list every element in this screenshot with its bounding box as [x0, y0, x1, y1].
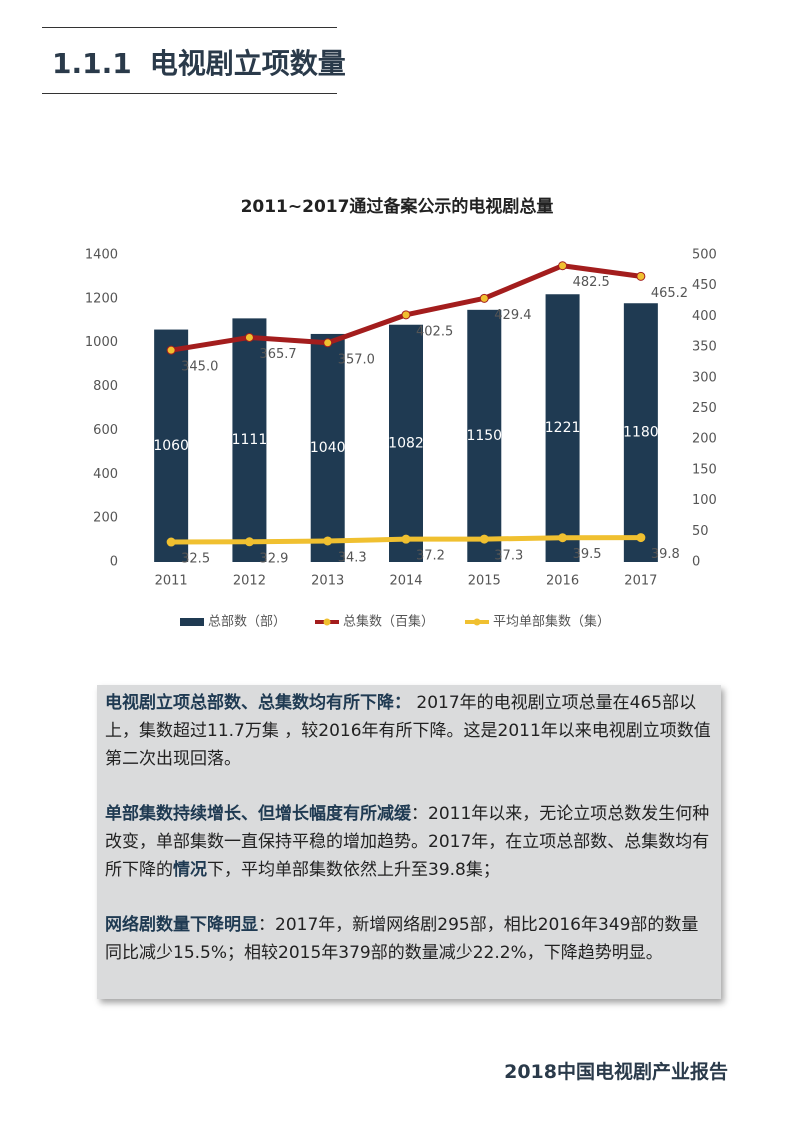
- text: 下，平均单部集数依然上升至39.8集；: [207, 860, 500, 880]
- line-marker: [323, 338, 333, 348]
- y2-tick-label: 300: [692, 370, 717, 385]
- x-tick-label: 2015: [468, 574, 501, 589]
- legend-swatch: [180, 618, 204, 626]
- line-value-label: 365.7: [259, 347, 296, 362]
- line-value-label: 482.5: [573, 275, 610, 290]
- bar: [232, 318, 267, 562]
- text: 2017年的电视剧立项总量在465部以上，集数超过11.7万集 ，较2016年有…: [105, 693, 711, 769]
- y2-tick-label: 450: [692, 278, 717, 293]
- line-marker: [401, 534, 411, 544]
- header-rule: [42, 27, 337, 28]
- line-value-label: 345.0: [181, 360, 218, 375]
- x-tick-label: 2017: [624, 574, 657, 589]
- legend-label: 平均单部集数（集）: [493, 614, 610, 630]
- legend-marker: [323, 618, 331, 626]
- line-value-label: 34.3: [338, 550, 367, 565]
- line-marker: [636, 533, 646, 543]
- bar-value-label: 1082: [388, 435, 424, 451]
- y-tick-label: 1200: [85, 291, 118, 306]
- bar-value-label: 1111: [232, 432, 268, 448]
- line-value-label: 32.9: [259, 551, 288, 566]
- x-tick-label: 2011: [155, 574, 188, 589]
- line-marker: [479, 534, 489, 544]
- chart-title: 2011~2017通过备案公示的电视剧总量: [241, 196, 554, 217]
- paragraph: 单部集数持续增长、但增长幅度有所减缓：2011年以来，无论立项总数发生何种改变，…: [105, 800, 713, 884]
- line-value-label: 357.0: [338, 352, 375, 367]
- x-tick-label: 2013: [311, 574, 344, 589]
- line-marker: [166, 345, 176, 355]
- bar-value-label: 1221: [545, 420, 581, 436]
- bar: [623, 303, 658, 562]
- line-value-label: 465.2: [651, 286, 688, 301]
- legend-label: 总部数（部）: [208, 615, 286, 630]
- x-tick-label: 2012: [233, 574, 266, 589]
- line-marker: [479, 293, 489, 303]
- bar-value-label: 1150: [466, 428, 502, 444]
- section-title: 电视剧立项数量: [149, 47, 346, 80]
- text: ：2011年以来，无论立项总数发生何种改变，单部集数一直保持平稳的增加趋势。20…: [105, 804, 710, 880]
- line-marker: [323, 536, 333, 546]
- y-tick-label: 600: [93, 423, 118, 438]
- bar: [310, 333, 345, 562]
- footer: 2018中国电视剧产业报告: [504, 1061, 728, 1083]
- line-marker: [636, 271, 646, 281]
- line-value-label: 39.5: [573, 547, 602, 562]
- line-value-label: 37.2: [416, 549, 445, 564]
- bold-text: 网络剧数量下降明显: [105, 915, 258, 935]
- x-tick-label: 2016: [546, 574, 579, 589]
- y-tick-label: 0: [110, 555, 118, 570]
- line-value-label: 32.5: [181, 552, 210, 567]
- paragraph: 网络剧数量下降明显：2017年，新增网络剧295部，相比2016年349部的数量…: [105, 911, 713, 967]
- y2-tick-label: 0: [692, 555, 700, 570]
- bar: [545, 294, 580, 562]
- y-tick-label: 400: [93, 467, 118, 482]
- y2-tick-label: 500: [692, 248, 717, 263]
- y2-tick-label: 50: [692, 524, 709, 539]
- y-tick-label: 800: [93, 379, 118, 394]
- paragraph: 电视剧立项总部数、总集数均有所下降： 2017年的电视剧立项总量在465部以上，…: [105, 689, 713, 773]
- bar: [154, 329, 189, 562]
- bar-value-label: 1180: [623, 425, 659, 441]
- line-marker: [166, 537, 176, 547]
- bar-value-label: 1060: [153, 438, 189, 454]
- line-value-label: 37.3: [494, 549, 523, 564]
- bold-text: 情况: [173, 860, 207, 880]
- line-marker: [244, 537, 254, 547]
- line-value-label: 429.4: [494, 308, 531, 323]
- section-header: 1.1.1 电视剧立项数量: [52, 42, 346, 82]
- header-rule: [42, 93, 337, 94]
- section-number: 1.1.1: [52, 47, 132, 80]
- y-tick-label: 1000: [85, 335, 118, 350]
- y2-tick-label: 200: [692, 432, 717, 447]
- line-marker: [401, 310, 411, 320]
- bold-text: 单部集数持续增长、但增长幅度有所减缓: [105, 804, 411, 824]
- y2-tick-label: 100: [692, 493, 717, 508]
- line-value-label: 39.8: [651, 547, 680, 562]
- y2-tick-label: 350: [692, 340, 717, 355]
- chart: 2011~2017通过备案公示的电视剧总量 020040060080010001…: [85, 196, 717, 630]
- legend-label: 总集数（百集）: [343, 614, 434, 630]
- y2-tick-label: 250: [692, 401, 717, 416]
- line-value-label: 402.5: [416, 324, 453, 339]
- y2-tick-label: 400: [692, 309, 717, 324]
- y-tick-label: 200: [93, 511, 118, 526]
- line-marker: [558, 261, 568, 271]
- y2-tick-label: 150: [692, 462, 717, 477]
- bar-value-label: 1040: [310, 440, 346, 456]
- text: ：2017年，新增网络剧295部，相比2016年349部的数量同比减少15.5%…: [105, 915, 699, 963]
- legend-marker: [473, 618, 481, 626]
- bold-text: 电视剧立项总部数、总集数均有所下降：: [105, 693, 411, 713]
- bar: [467, 309, 502, 562]
- line-marker: [244, 332, 254, 342]
- y-tick-label: 1400: [85, 248, 118, 263]
- x-tick-label: 2014: [389, 574, 422, 589]
- line-marker: [558, 533, 568, 543]
- bar: [389, 324, 423, 562]
- summary-box: 电视剧立项总部数、总集数均有所下降： 2017年的电视剧立项总量在465部以上，…: [97, 685, 721, 999]
